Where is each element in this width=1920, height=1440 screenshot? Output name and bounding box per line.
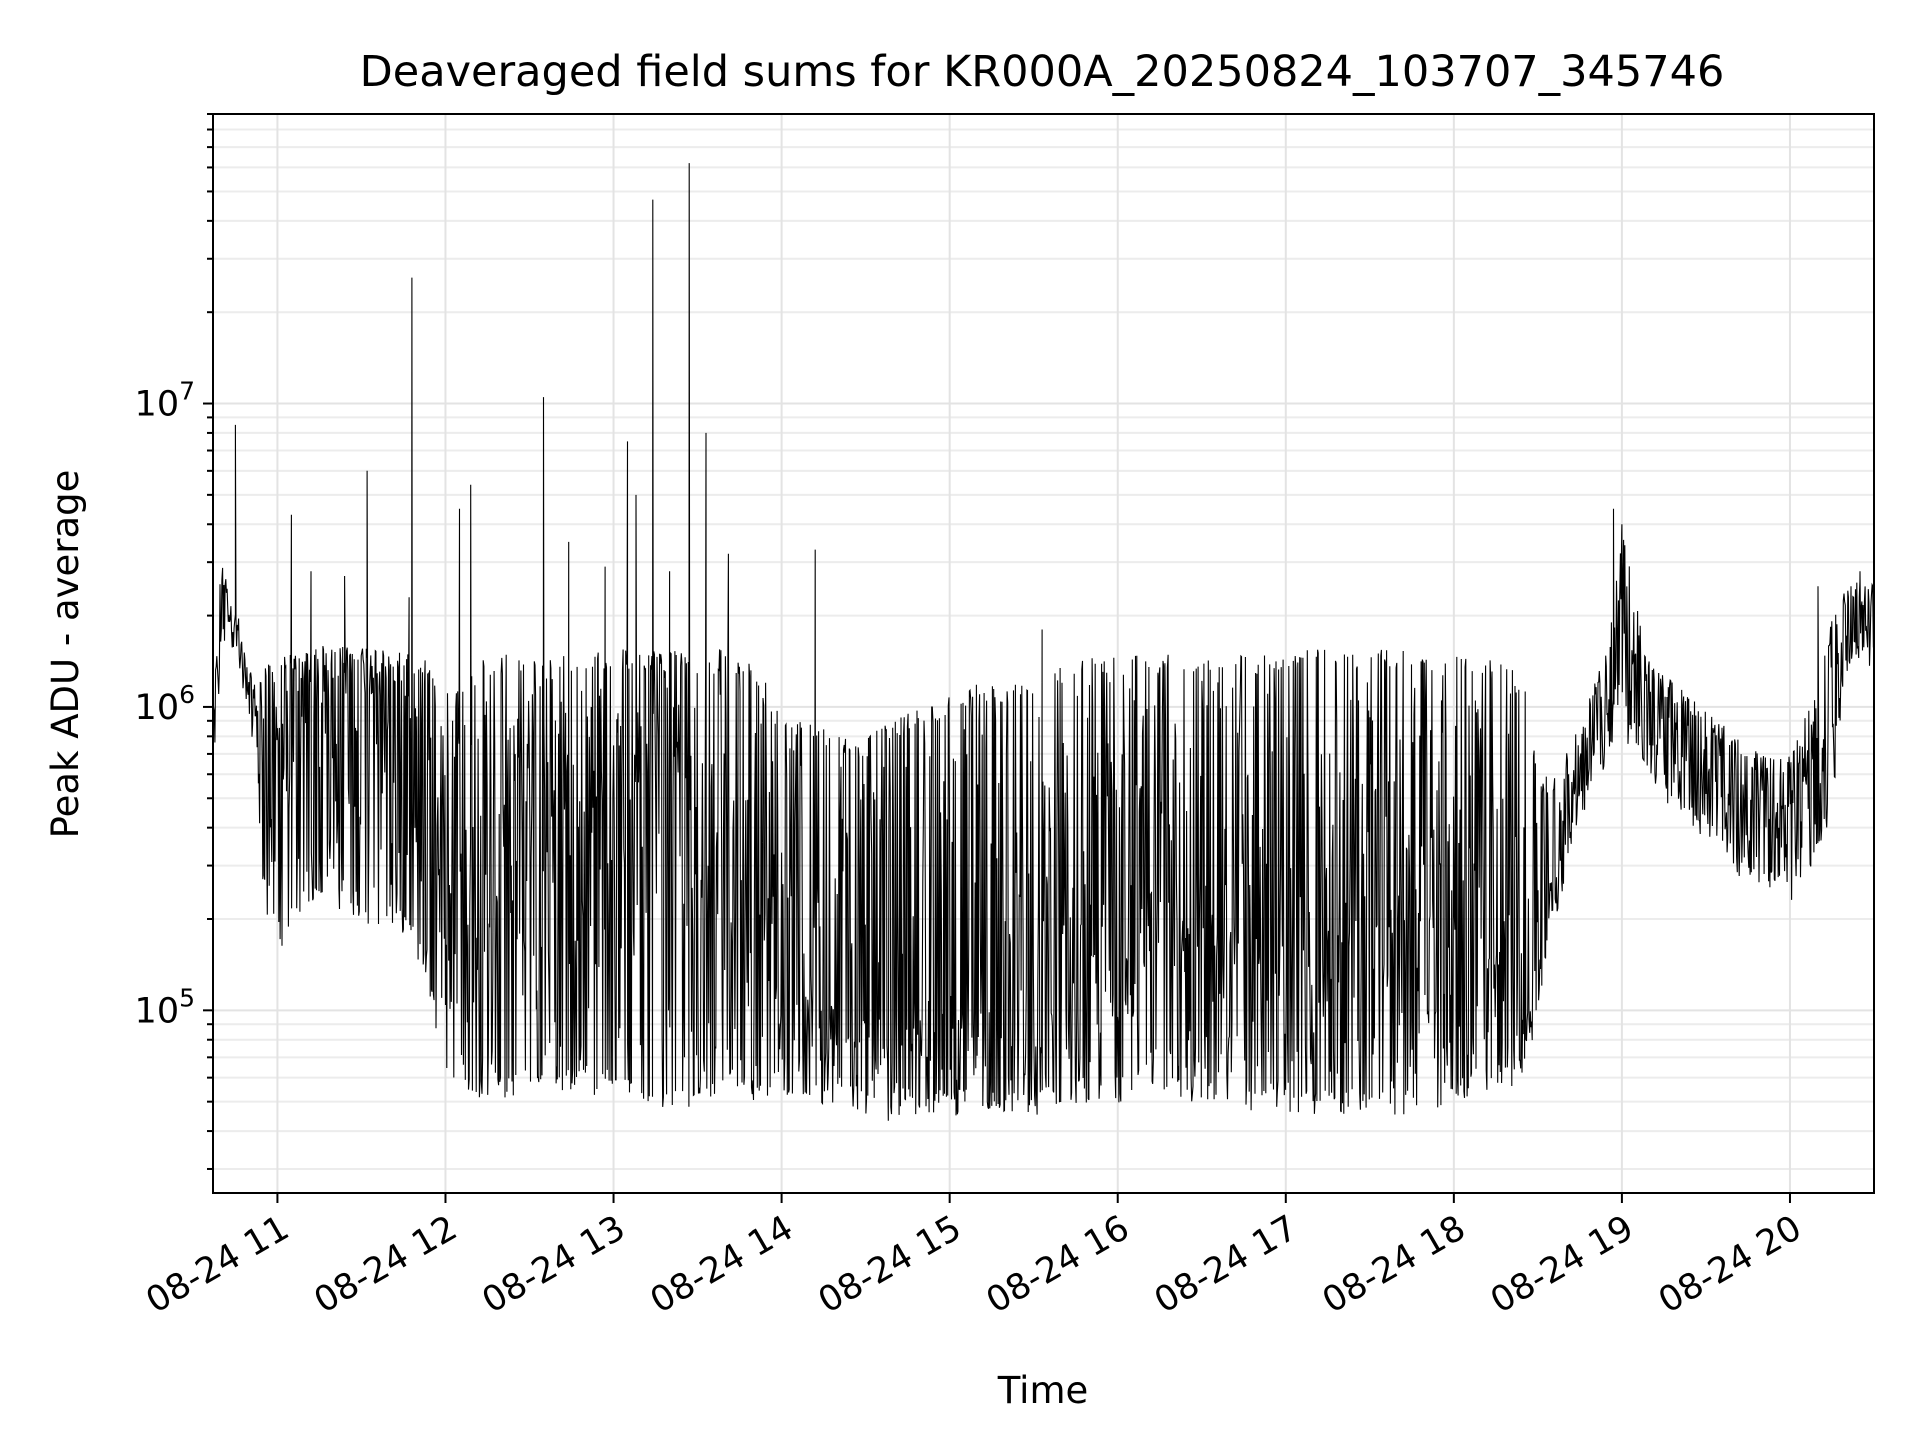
y-tick-label: 107 [135,377,195,425]
y-axis-label: Peak ADU - average [44,470,87,839]
plot-frame [212,113,1875,1194]
series-layer [212,163,1875,1121]
x-axis-label: Time [997,1369,1089,1412]
series-line [212,163,1875,1121]
chart-title: Deaveraged field sums for KR000A_2025082… [360,47,1725,97]
y-tick-label: 105 [135,983,195,1031]
y-tick-label: 106 [135,680,195,728]
